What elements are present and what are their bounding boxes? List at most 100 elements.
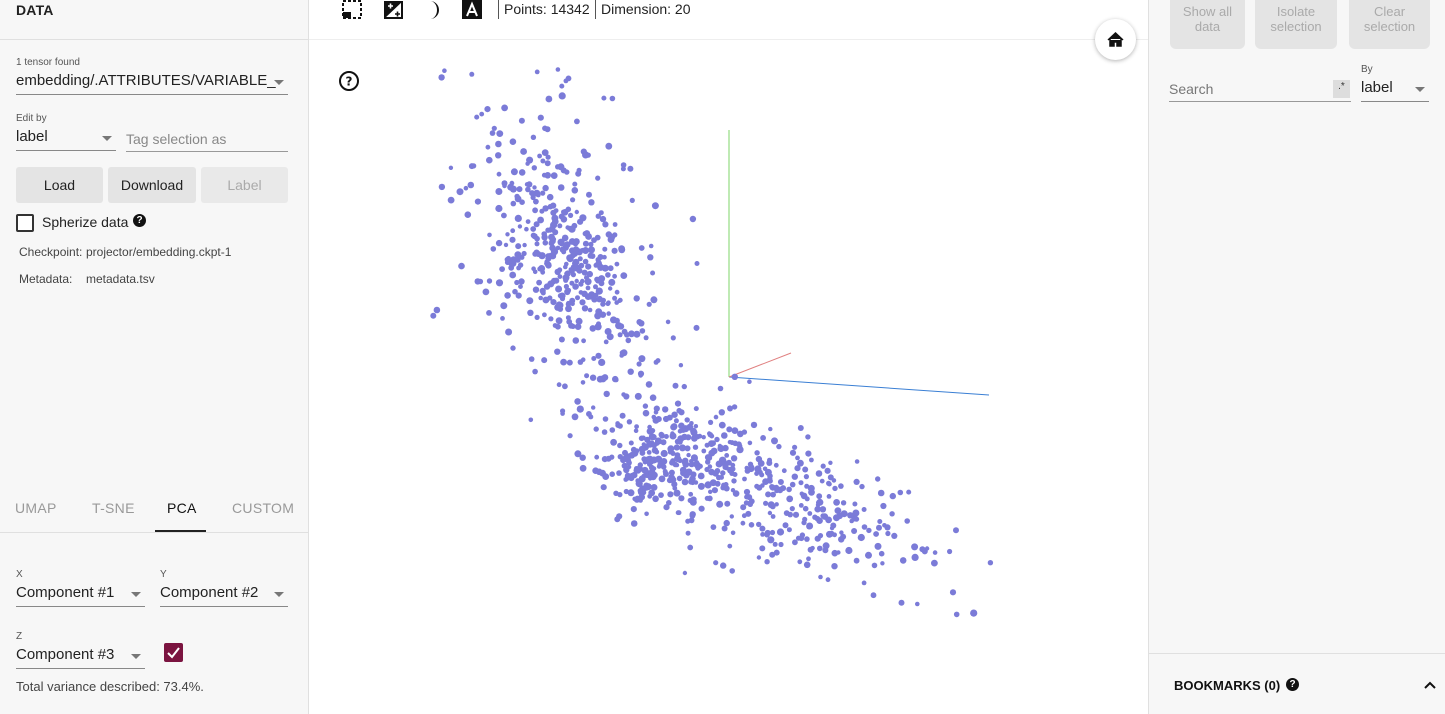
data-point <box>816 498 824 506</box>
x-component-select[interactable]: Component #1 <box>16 583 145 607</box>
y-component-select[interactable]: Component #2 <box>160 583 288 607</box>
data-point <box>644 511 649 517</box>
data-point <box>849 518 854 524</box>
data-point <box>770 514 776 519</box>
bookmarks-panel[interactable]: BOOKMARKS (0) ? <box>1149 653 1445 714</box>
checkpoint-label: Checkpoint: <box>19 245 83 259</box>
data-point <box>792 444 798 450</box>
data-point <box>542 312 547 318</box>
data-point <box>609 427 616 433</box>
data-point <box>754 483 760 489</box>
z-enable-checkbox[interactable] <box>164 643 183 662</box>
data-point <box>668 474 675 480</box>
data-point <box>594 324 600 330</box>
data-point <box>685 434 692 441</box>
data-point <box>633 330 641 338</box>
data-point <box>579 214 587 222</box>
data-point <box>681 458 689 466</box>
data-point <box>605 272 611 278</box>
data-point <box>572 337 580 344</box>
data-point <box>574 323 582 331</box>
chevron-up-icon[interactable] <box>1423 679 1437 691</box>
data-point <box>542 296 550 304</box>
edit-by-label: Edit by <box>16 113 47 124</box>
data-point <box>663 504 670 511</box>
tag-selection-input[interactable] <box>126 126 288 152</box>
data-point <box>633 295 640 302</box>
tab-pca[interactable]: PCA <box>167 500 197 516</box>
night-mode-icon[interactable] <box>382 0 406 22</box>
isolate-selection-button[interactable]: Isolate selection <box>1255 0 1337 49</box>
data-point <box>831 478 837 483</box>
data-point <box>496 130 504 137</box>
search-by-select[interactable]: label <box>1361 78 1429 102</box>
moon-icon[interactable] <box>422 0 446 22</box>
data-point <box>633 428 639 434</box>
data-point <box>530 194 536 201</box>
edit-by-select[interactable]: label <box>16 127 116 151</box>
label-toggle-icon[interactable] <box>460 0 484 22</box>
scatter-plot[interactable] <box>309 40 1148 714</box>
data-point <box>880 502 887 510</box>
tensor-select[interactable]: embedding/.ATTRIBUTES/VARIABLE_ <box>16 71 288 95</box>
data-point <box>651 414 657 420</box>
data-point <box>708 489 713 494</box>
data-point <box>648 489 656 497</box>
data-point <box>803 474 809 480</box>
download-button[interactable]: Download <box>108 167 196 203</box>
chevron-down-icon <box>274 80 284 85</box>
data-point <box>748 464 755 470</box>
data-point <box>670 423 677 431</box>
data-point <box>694 461 701 468</box>
data-point <box>773 462 779 468</box>
data-point <box>648 243 654 249</box>
data-point <box>623 477 629 482</box>
tab-tsne[interactable]: T-SNE <box>92 500 135 516</box>
data-point <box>611 247 618 254</box>
data-point <box>634 392 642 400</box>
data-point <box>565 75 572 82</box>
data-point <box>578 262 585 269</box>
data-point <box>675 510 681 516</box>
data-point <box>475 198 481 204</box>
data-point <box>819 506 827 513</box>
bounding-box-select-icon[interactable] <box>341 0 365 22</box>
data-point <box>769 551 776 558</box>
show-all-data-button[interactable]: Show all data <box>1170 0 1245 49</box>
data-point <box>678 422 685 430</box>
tab-custom[interactable]: CUSTOM <box>232 500 295 516</box>
data-point <box>743 488 751 496</box>
data-point <box>595 175 601 181</box>
data-point <box>501 180 508 187</box>
data-point <box>877 519 883 524</box>
clear-selection-button[interactable]: Clear selection <box>1349 0 1430 49</box>
data-point <box>576 267 583 274</box>
data-point <box>857 533 865 542</box>
regex-toggle[interactable]: .* <box>1333 80 1350 98</box>
data-point <box>510 345 516 351</box>
data-point <box>588 241 594 247</box>
data-point <box>740 504 747 511</box>
label-button[interactable]: Label <box>201 167 288 203</box>
data-point <box>718 409 725 416</box>
help-icon[interactable]: ? <box>133 214 146 227</box>
data-point <box>651 202 659 210</box>
home-icon <box>1107 31 1124 47</box>
data-point <box>572 246 580 254</box>
help-icon[interactable]: ? <box>338 70 360 92</box>
search-input[interactable] <box>1169 76 1351 102</box>
data-point <box>501 104 508 112</box>
z-component-select[interactable]: Component #3 <box>16 645 145 669</box>
data-point <box>608 286 613 291</box>
data-point <box>722 462 729 469</box>
tab-umap[interactable]: UMAP <box>15 500 57 516</box>
help-icon[interactable]: ? <box>1286 678 1299 691</box>
data-point <box>704 495 710 501</box>
data-point <box>568 225 576 233</box>
data-point <box>799 532 806 538</box>
load-button[interactable]: Load <box>16 167 103 203</box>
spherize-checkbox[interactable] <box>16 214 34 232</box>
data-point <box>609 454 615 460</box>
data-point <box>569 280 575 286</box>
reset-view-button[interactable] <box>1095 19 1136 60</box>
